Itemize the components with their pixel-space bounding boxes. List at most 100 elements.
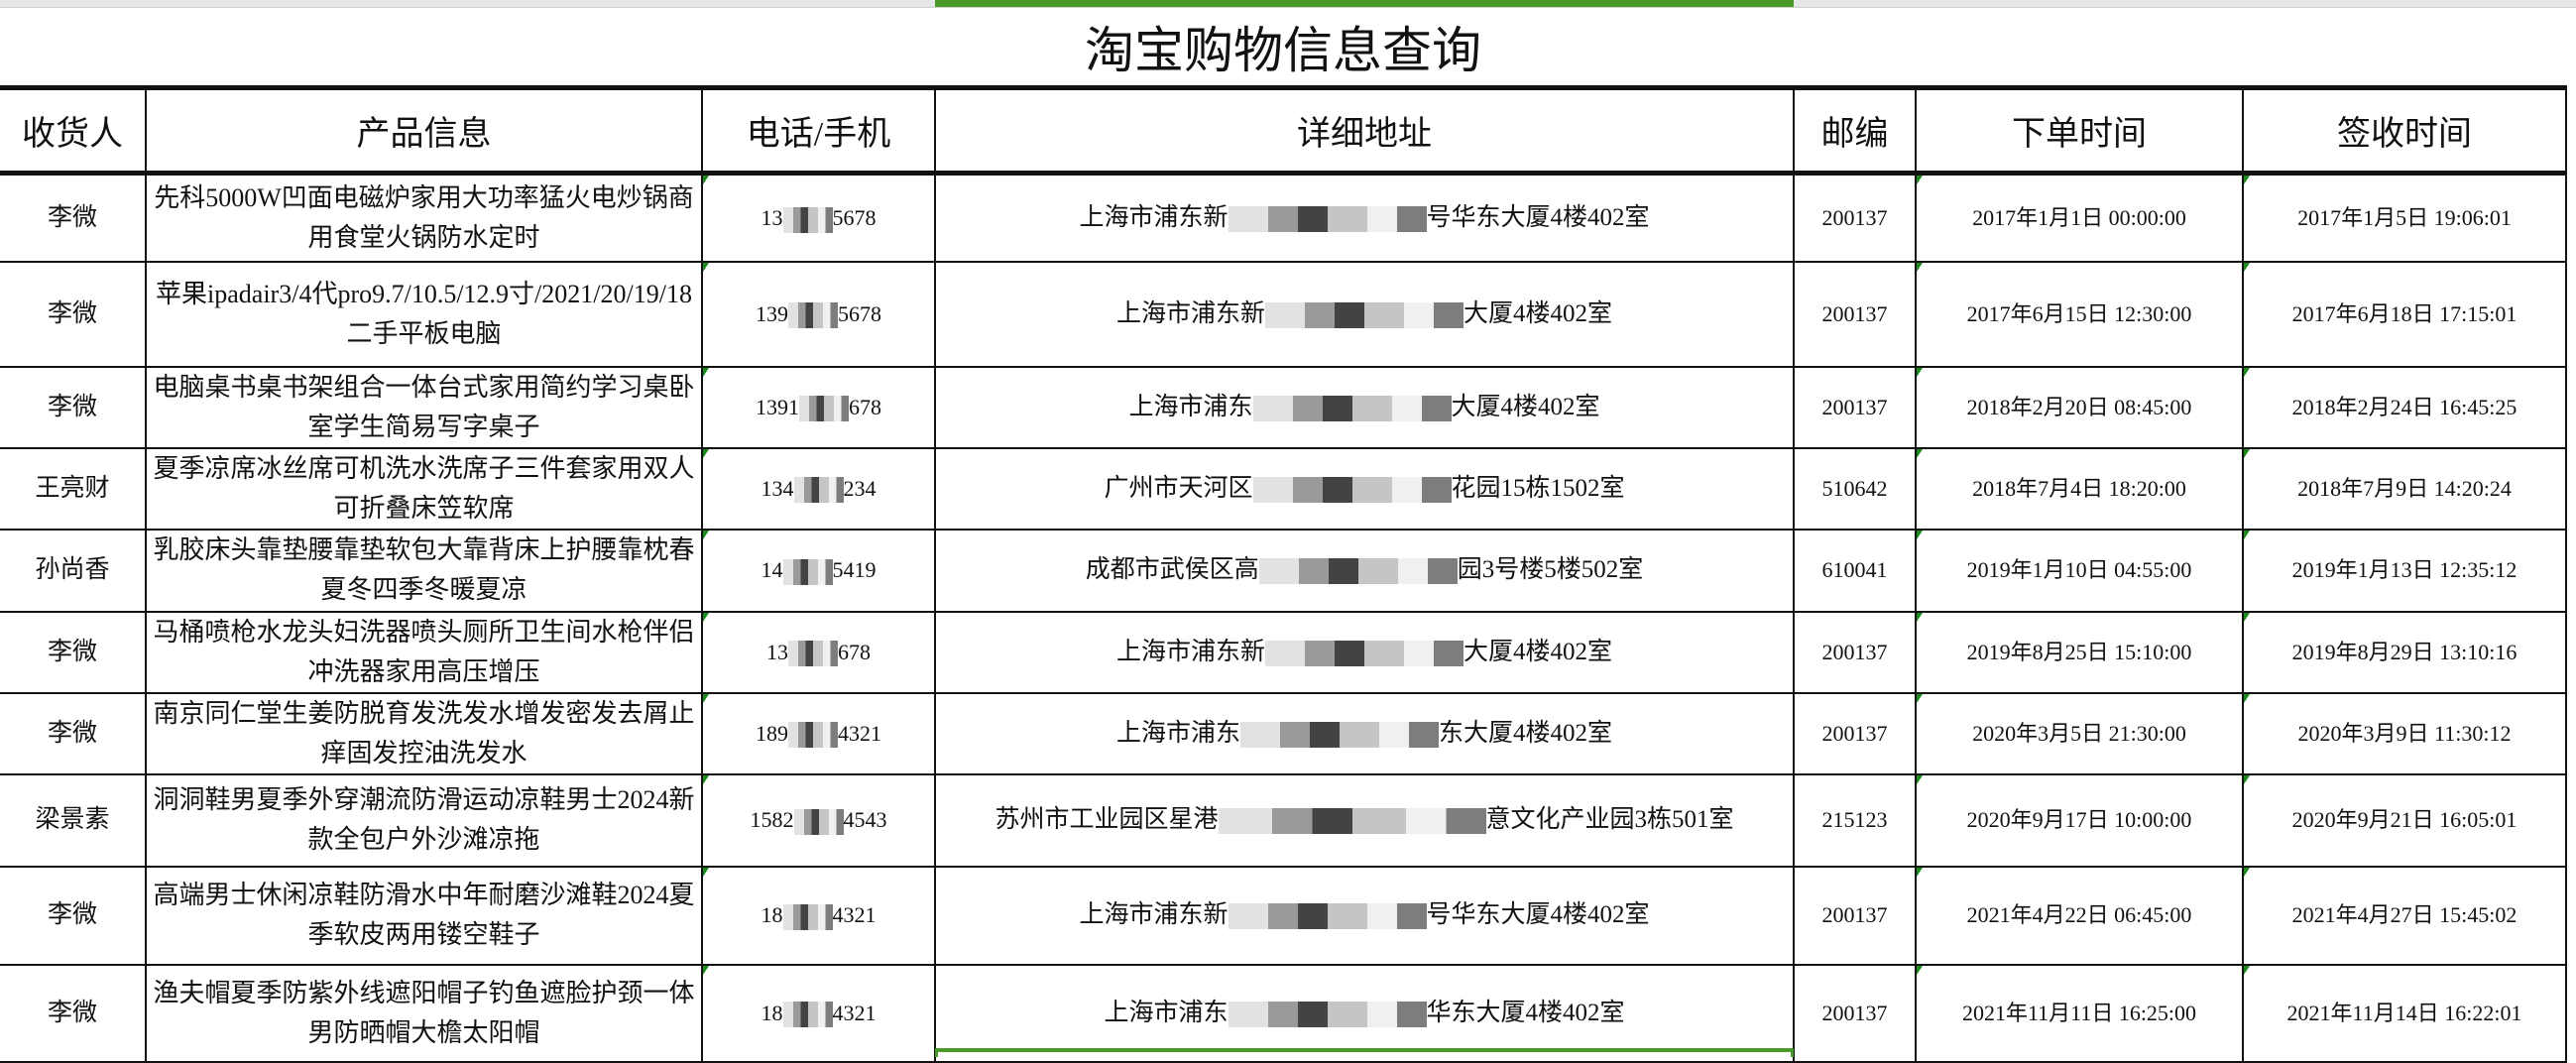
recipient-cell[interactable]: 李微 [0,865,147,966]
zip-cell[interactable]: 215123 [1793,772,1917,868]
sign-time-cell[interactable]: 2020年3月9日 11:30:12 [2242,691,2567,775]
product-cell[interactable]: 马桶喷枪水龙头妇洗器喷头厕所卫生间水枪伴侣冲洗器家用高压增压 [145,610,703,694]
phone-cell[interactable]: 18 4321 [701,963,936,1063]
address-cell[interactable]: 苏州市工业园区星港 意文化产业园3栋501室 [934,772,1795,868]
order-time: 2017年6月15日 12:30:00 [1966,300,2192,326]
order-time-cell[interactable]: 2020年9月17日 10:00:00 [1915,772,2244,868]
phone-cell[interactable]: 13 5678 [701,172,936,263]
product-cell[interactable]: 渔夫帽夏季防紫外线遮阳帽子钓鱼遮脸护颈一体男防晒帽大檐太阳帽 [145,963,703,1063]
header-recipient[interactable]: 收货人 [0,85,147,176]
address-cell[interactable]: 上海市浦东 华东大厦4楼402室 [934,963,1795,1063]
zip-cell[interactable]: 200137 [1793,865,1917,966]
product-info: 先科5000W凹面电磁炉家用大功率猛火电炒锅商用食堂火锅防水定时 [154,182,694,252]
address-cell[interactable]: 上海市浦东新 大厦4楼402室 [934,610,1795,694]
recipient-cell[interactable]: 李微 [0,365,147,449]
redaction-mosaic [782,206,833,233]
phone-cell[interactable]: 13 678 [701,610,936,694]
phone-cell[interactable]: 14 5419 [701,528,936,613]
selected-cell[interactable] [935,1048,1794,1057]
redaction-mosaic [1228,206,1427,233]
recipient-cell[interactable]: 李微 [0,963,147,1063]
recipient-cell[interactable]: 梁景素 [0,772,147,868]
redaction-mosaic [1265,301,1464,328]
zip-cell[interactable]: 200137 [1793,172,1917,263]
order-time-cell[interactable]: 2019年8月25日 15:10:00 [1915,610,2244,694]
product-cell[interactable]: 乳胶床头靠垫腰靠垫软包大靠背床上护腰靠枕春夏冬四季冬暖夏凉 [145,528,703,613]
zip-cell[interactable]: 510642 [1793,446,1917,531]
redaction-mosaic [782,903,833,930]
recipient-name: 孙尚香 [35,556,110,583]
recipient-cell[interactable]: 李微 [0,172,147,263]
recipient-cell[interactable]: 孙尚香 [0,528,147,613]
address-cell[interactable]: 上海市浦东 东大厦4楼402室 [934,691,1795,775]
redaction-mosaic [788,302,838,329]
product-cell[interactable]: 高端男士休闲凉鞋防滑水中年耐磨沙滩鞋2024夏季软皮两用镂空鞋子 [145,865,703,966]
header-order-time[interactable]: 下单时间 [1915,85,2244,176]
recipient-name: 李微 [47,638,97,665]
zip-cell[interactable]: 200137 [1793,963,1917,1063]
zip-cell[interactable]: 610041 [1793,528,1917,613]
order-time: 2019年1月10日 04:55:00 [1966,557,2192,582]
product-cell[interactable]: 苹果ipadair3/4代pro9.7/10.5/12.9寸/2021/20/1… [145,260,703,368]
zip-cell[interactable]: 200137 [1793,365,1917,449]
order-time-cell[interactable]: 2021年4月22日 06:45:00 [1915,865,2244,966]
order-time-cell[interactable]: 2020年3月5日 21:30:00 [1915,691,2244,775]
header-zip[interactable]: 邮编 [1793,85,1917,176]
sign-time-cell[interactable]: 2021年11月14日 16:22:01 [2242,963,2567,1063]
phone-cell[interactable]: 1582 4543 [701,772,936,868]
sign-time-cell[interactable]: 2017年6月18日 17:15:01 [2242,260,2567,368]
order-time-cell[interactable]: 2019年1月10日 04:55:00 [1915,528,2244,613]
phone-cell[interactable]: 189 4321 [701,691,936,775]
recipient-cell[interactable]: 李微 [0,610,147,694]
phone-cell[interactable]: 139 5678 [701,260,936,368]
address-cell[interactable]: 上海市浦东新 大厦4楼402室 [934,260,1795,368]
phone-cell[interactable]: 18 4321 [701,865,936,966]
zip-cell[interactable]: 200137 [1793,691,1917,775]
address-suffix: 东大厦4楼402室 [1439,719,1613,747]
zip-code: 200137 [1821,720,1888,746]
sign-time-cell[interactable]: 2021年4月27日 15:45:02 [2242,865,2567,966]
zip-cell[interactable]: 200137 [1793,260,1917,368]
column-header-strip [0,0,2576,8]
phone-cell[interactable]: 134 234 [701,446,936,531]
order-time-cell[interactable]: 2017年1月1日 00:00:00 [1915,172,2244,263]
order-time-cell[interactable]: 2017年6月15日 12:30:00 [1915,260,2244,368]
header-address[interactable]: 详细地址 [934,85,1795,176]
phone-prefix: 139 [756,300,788,326]
header-product[interactable]: 产品信息 [145,85,703,176]
zip-code: 215123 [1821,807,1888,832]
sign-time-cell[interactable]: 2019年1月13日 12:35:12 [2242,528,2567,613]
sign-time-cell[interactable]: 2018年7月9日 14:20:24 [2242,446,2567,531]
header-phone[interactable]: 电话/手机 [701,85,936,176]
sign-time: 2021年4月27日 15:45:02 [2291,902,2517,927]
header-sign-time[interactable]: 签收时间 [2242,85,2567,176]
product-cell[interactable]: 电脑桌书桌书架组合一体台式家用简约学习桌卧室学生简易写字桌子 [145,365,703,449]
order-time-cell[interactable]: 2018年2月20日 08:45:00 [1915,365,2244,449]
order-time-cell[interactable]: 2018年7月4日 18:20:00 [1915,446,2244,531]
address-cell[interactable]: 上海市浦东新 号华东大厦4楼402室 [934,865,1795,966]
product-cell[interactable]: 先科5000W凹面电磁炉家用大功率猛火电炒锅商用食堂火锅防水定时 [145,172,703,263]
recipient-cell[interactable]: 李微 [0,691,147,775]
zip-cell[interactable]: 200137 [1793,610,1917,694]
sign-time-cell[interactable]: 2017年1月5日 19:06:01 [2242,172,2567,263]
phone-prefix: 1391 [756,394,799,419]
address-cell[interactable]: 成都市武侯区高 园3号楼5楼502室 [934,528,1795,613]
sign-time-cell[interactable]: 2018年2月24日 16:45:25 [2242,365,2567,449]
address-prefix: 上海市浦东新 [1079,901,1229,928]
address-cell[interactable]: 广州市天河区 花园15栋1502室 [934,446,1795,531]
address-cell[interactable]: 上海市浦东新 号华东大厦4楼402室 [934,172,1795,263]
product-cell[interactable]: 洞洞鞋男夏季外穿潮流防滑运动凉鞋男士2024新款全包户外沙滩凉拖 [145,772,703,868]
sign-time-cell[interactable]: 2020年9月21日 16:05:01 [2242,772,2567,868]
address-cell[interactable]: 上海市浦东 大厦4楼402室 [934,365,1795,449]
sign-time: 2017年1月5日 19:06:01 [2297,204,2512,230]
phone-cell[interactable]: 1391 678 [701,365,936,449]
product-cell[interactable]: 夏季凉席冰丝席可机洗水洗席子三件套家用双人可折叠床笠软席 [145,446,703,531]
redaction-mosaic [793,477,844,504]
sign-time-cell[interactable]: 2019年8月29日 13:10:16 [2242,610,2567,694]
order-time-cell[interactable]: 2021年11月11日 16:25:00 [1915,963,2244,1063]
order-time: 2018年7月4日 18:20:00 [1972,475,2186,501]
phone-suffix: 678 [838,639,871,664]
recipient-cell[interactable]: 王亮财 [0,446,147,531]
product-cell[interactable]: 南京同仁堂生姜防脱育发洗发水增发密发去屑止痒固发控油洗发水 [145,691,703,775]
recipient-cell[interactable]: 李微 [0,260,147,368]
